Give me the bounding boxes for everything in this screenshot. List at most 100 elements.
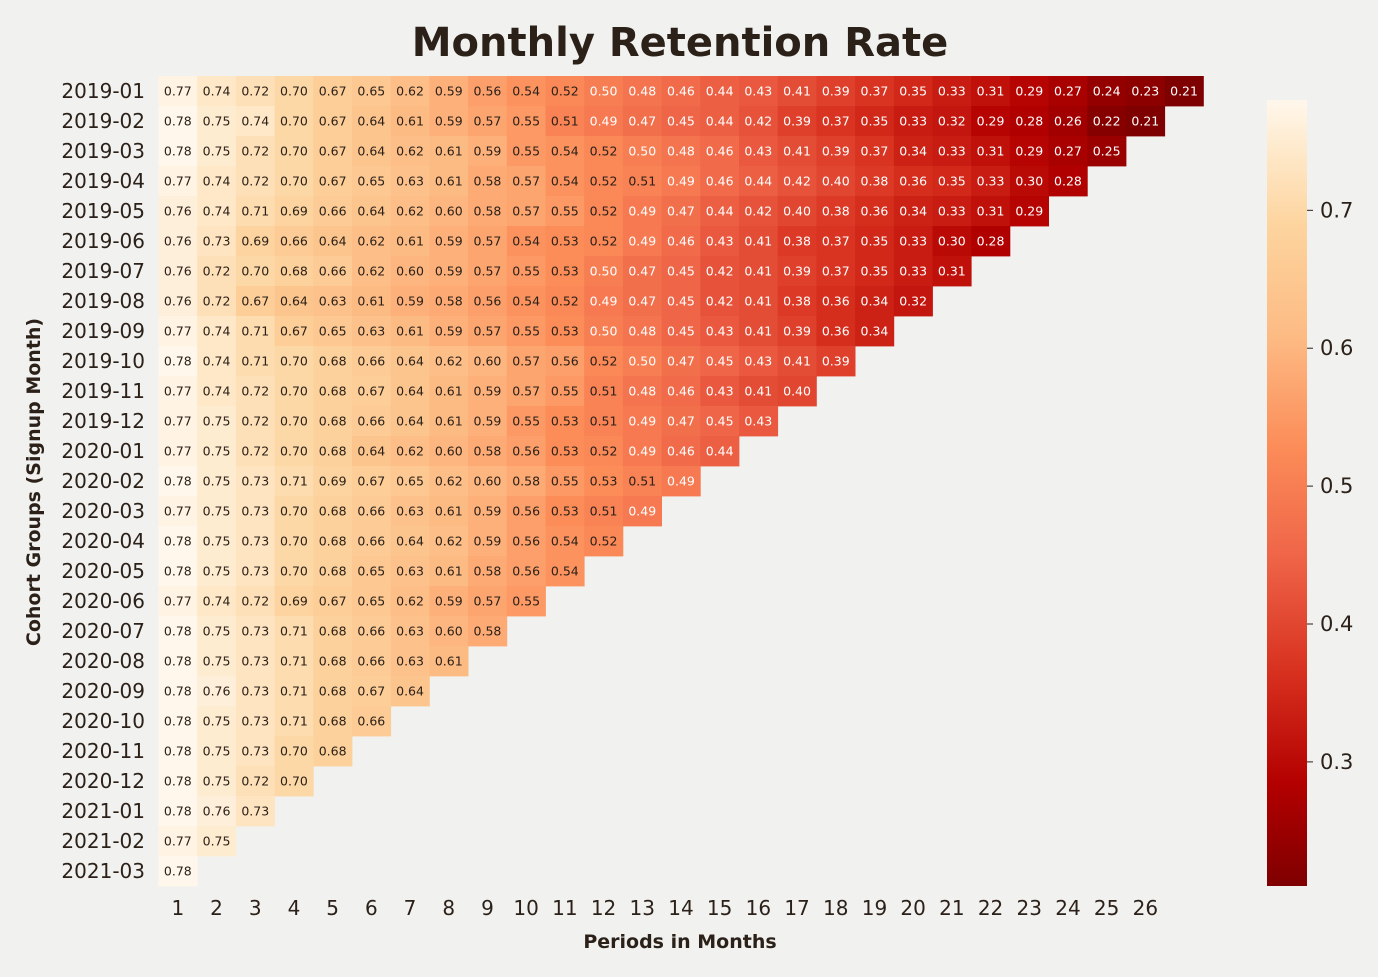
cell-rect [313,586,353,617]
y-tick-label: 2020-06 [61,589,145,613]
heatmap-cell: 0.54 [545,556,585,587]
heatmap-cell: 0.74 [197,586,237,617]
cell-rect [506,586,546,617]
cell-rect [622,316,662,347]
cell-rect [468,196,508,227]
cell-value: 0.72 [241,174,269,189]
heatmap-cell: 0.54 [545,526,585,557]
heatmap-cell: 0.66 [352,706,392,737]
cell-rect [352,76,392,107]
heatmap-cell: 0.72 [235,376,275,407]
heatmap-cell: 0.45 [661,286,701,317]
colorbar: 0.7 0.6 0.5 0.4 0.3 [1267,100,1353,886]
cell-value: 0.63 [319,294,347,309]
cell-value: 0.58 [474,444,502,459]
heatmap-cell: 0.60 [429,616,469,647]
cell-value: 0.45 [706,354,734,369]
cell-rect [739,406,779,437]
cell-rect [313,646,353,677]
heatmap-cell: 0.76 [158,196,198,227]
cell-value: 0.44 [706,84,734,99]
cell-value: 0.24 [1093,84,1121,99]
heatmap-cell: 0.52 [584,226,624,257]
cell-rect [390,196,430,227]
cell-rect [700,256,740,287]
heatmap-cell: 0.66 [352,346,392,377]
cell-rect [313,226,353,257]
heatmap-cell: 0.60 [429,196,469,227]
cell-value: 0.69 [280,594,308,609]
cell-rect [429,496,469,527]
cell-rect [313,106,353,137]
cell-rect [506,436,546,467]
cell-value: 0.76 [164,294,192,309]
cell-value: 0.73 [241,804,269,819]
y-tick-label: 2021-03 [61,859,145,883]
heatmap-cell: 0.58 [429,286,469,317]
y-tick-label: 2019-08 [61,289,145,313]
cell-rect [971,106,1011,137]
cell-rect [235,556,275,587]
cell-rect [700,436,740,467]
heatmap-cell: 0.51 [545,106,585,137]
heatmap-cell: 0.67 [313,136,353,167]
heatmap-cell: 0.57 [468,586,508,617]
x-tick-label: 14 [668,896,693,920]
cell-value: 0.37 [861,144,889,159]
cell-rect [390,436,430,467]
heatmap-cell: 0.58 [468,166,508,197]
heatmap-cell: 0.49 [622,496,662,527]
heatmap-cell: 0.58 [468,556,508,587]
heatmap-cell: 0.70 [274,736,314,767]
cell-rect [313,286,353,317]
cell-value: 0.61 [435,654,463,669]
cell-value: 0.31 [977,204,1005,219]
heatmap-cell: 0.53 [545,316,585,347]
cell-rect [545,436,585,467]
heatmap-cell: 0.33 [932,136,972,167]
heatmap-cell: 0.62 [352,256,392,287]
heatmap-cell: 0.67 [352,376,392,407]
cell-rect [158,166,198,197]
x-tick-label: 22 [978,896,1003,920]
cell-value: 0.44 [706,444,734,459]
cell-value: 0.40 [822,174,850,189]
cell-rect [313,196,353,227]
heatmap-cell: 0.43 [739,406,779,437]
heatmap-cell: 0.22 [1087,106,1127,137]
cell-rect [739,376,779,407]
cell-value: 0.28 [1015,114,1043,129]
cell-rect [468,256,508,287]
cell-rect [235,706,275,737]
heatmap-cell: 0.42 [739,196,779,227]
heatmap-cell: 0.40 [777,376,817,407]
cell-value: 0.55 [512,144,540,159]
heatmap-cell: 0.67 [352,466,392,497]
heatmap-cell: 0.77 [158,436,198,467]
cell-value: 0.78 [164,144,192,159]
heatmap-cell: 0.43 [739,136,779,167]
cell-value: 0.52 [590,234,618,249]
heatmap-cell: 0.78 [158,676,198,707]
cell-value: 0.61 [435,414,463,429]
heatmap-cell: 0.61 [352,286,392,317]
heatmap-cell: 0.66 [313,196,353,227]
cell-value: 0.72 [241,444,269,459]
cell-value: 0.30 [1015,174,1043,189]
cell-rect [622,466,662,497]
heatmap-cell: 0.58 [468,436,508,467]
cell-rect [158,796,198,827]
cell-value: 0.65 [319,324,347,339]
cell-value: 0.59 [435,84,463,99]
cell-rect [816,136,856,167]
heatmap-cell: 0.67 [274,316,314,347]
heatmap-cell: 0.64 [352,106,392,137]
cell-value: 0.47 [628,114,656,129]
heatmap-cell: 0.47 [622,106,662,137]
cell-value: 0.42 [744,114,772,129]
cell-rect [390,76,430,107]
cell-value: 0.65 [357,594,385,609]
cell-rect [661,406,701,437]
cell-value: 0.55 [551,474,579,489]
heatmap-cell: 0.28 [971,226,1011,257]
